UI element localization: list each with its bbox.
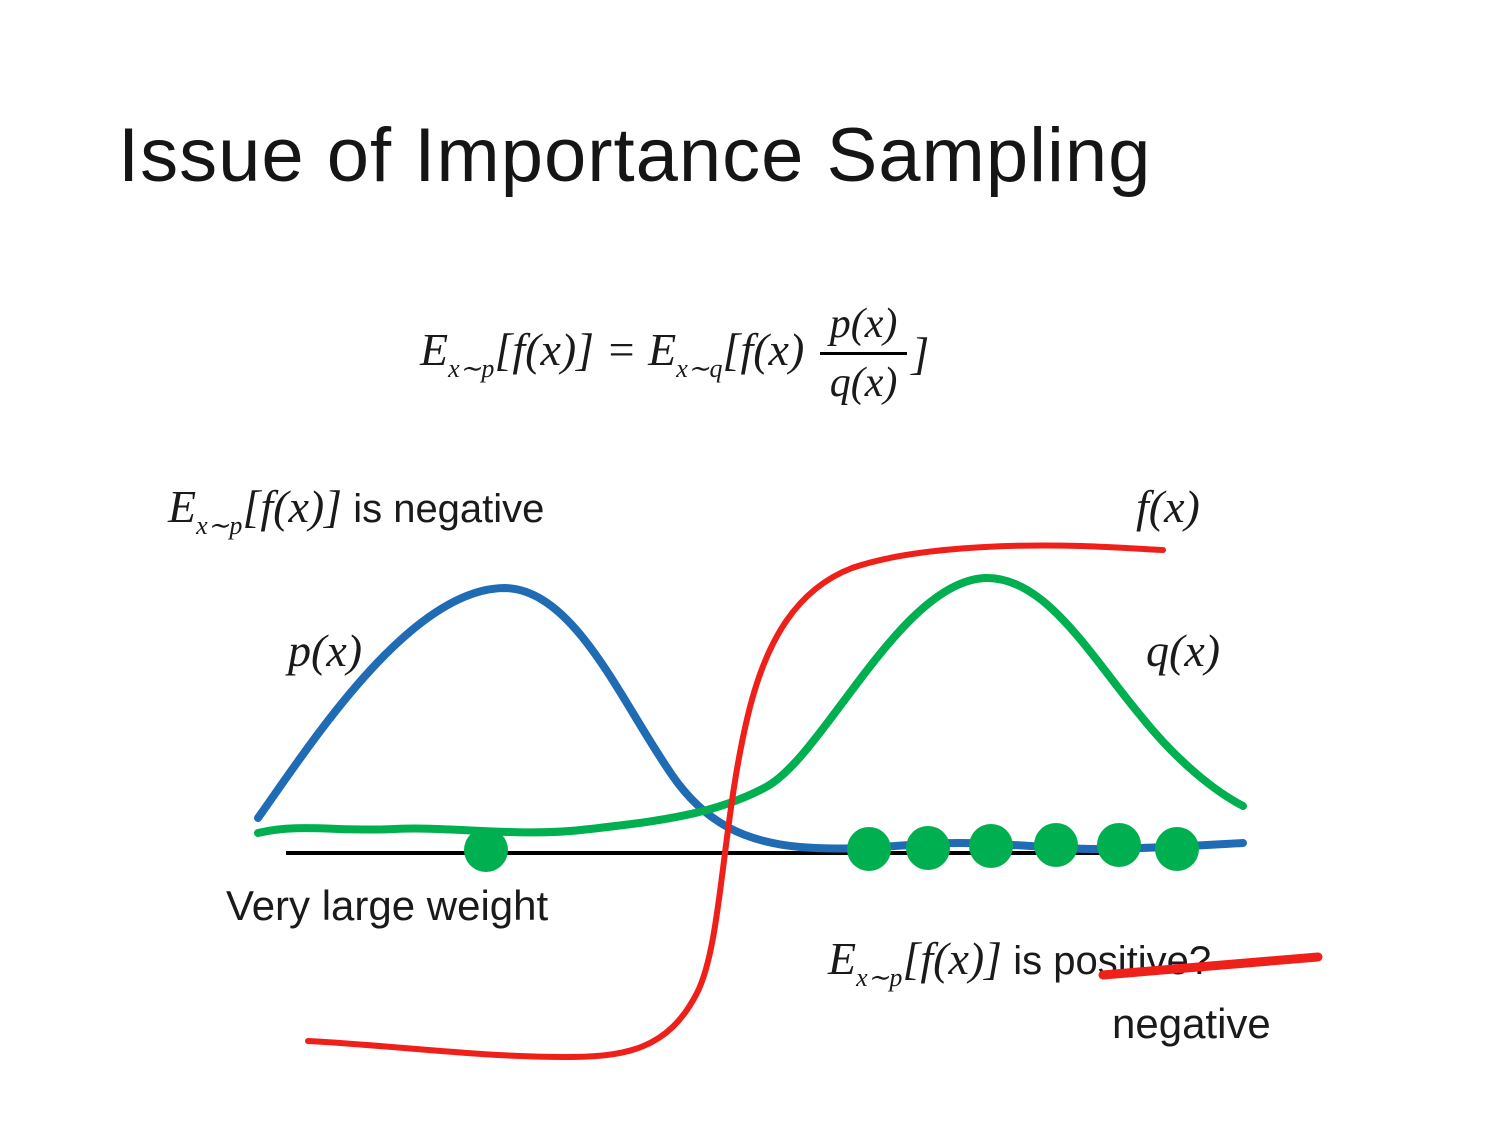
importance-sampling-formula: Ex∼p[f(x)] = Ex∼q[f(x) p(x) q(x) ] xyxy=(420,300,929,408)
very-large-weight-label: Very large weight xyxy=(226,882,549,929)
p-curve-label: p(x) xyxy=(288,625,363,676)
q-distribution-curve xyxy=(254,573,1247,837)
sample-dot xyxy=(906,826,950,870)
weight-fraction: p(x) q(x) xyxy=(819,300,908,408)
slide-title: Issue of Importance Sampling xyxy=(118,113,1152,198)
expectation-negative-label: Ex∼p[f(x)] is negative xyxy=(168,481,545,540)
fraction-denominator: q(x) xyxy=(829,360,898,407)
p-distribution-curve xyxy=(254,583,1247,854)
sample-dot-large-weight xyxy=(464,828,508,872)
struck-word: positive? xyxy=(1053,939,1212,983)
sample-dot xyxy=(1155,827,1199,871)
fraction-numerator: p(x) xyxy=(819,300,908,356)
q-curve-label: q(x) xyxy=(1146,625,1221,676)
sample-dot xyxy=(1034,823,1078,867)
formula-close-bracket: ] xyxy=(911,328,930,380)
sample-dots xyxy=(464,823,1199,872)
f-curve-label: f(x) xyxy=(1136,481,1200,532)
expectation-positive-label: Ex∼p[f(x)] is positive? xyxy=(828,933,1212,992)
negative-correction-label: negative xyxy=(1112,1000,1271,1047)
sample-dot xyxy=(1097,823,1141,867)
sample-dot xyxy=(969,824,1013,868)
sample-dot xyxy=(847,827,891,871)
formula-main: Ex∼p[f(x)] = Ex∼q[f(x) xyxy=(420,323,816,383)
